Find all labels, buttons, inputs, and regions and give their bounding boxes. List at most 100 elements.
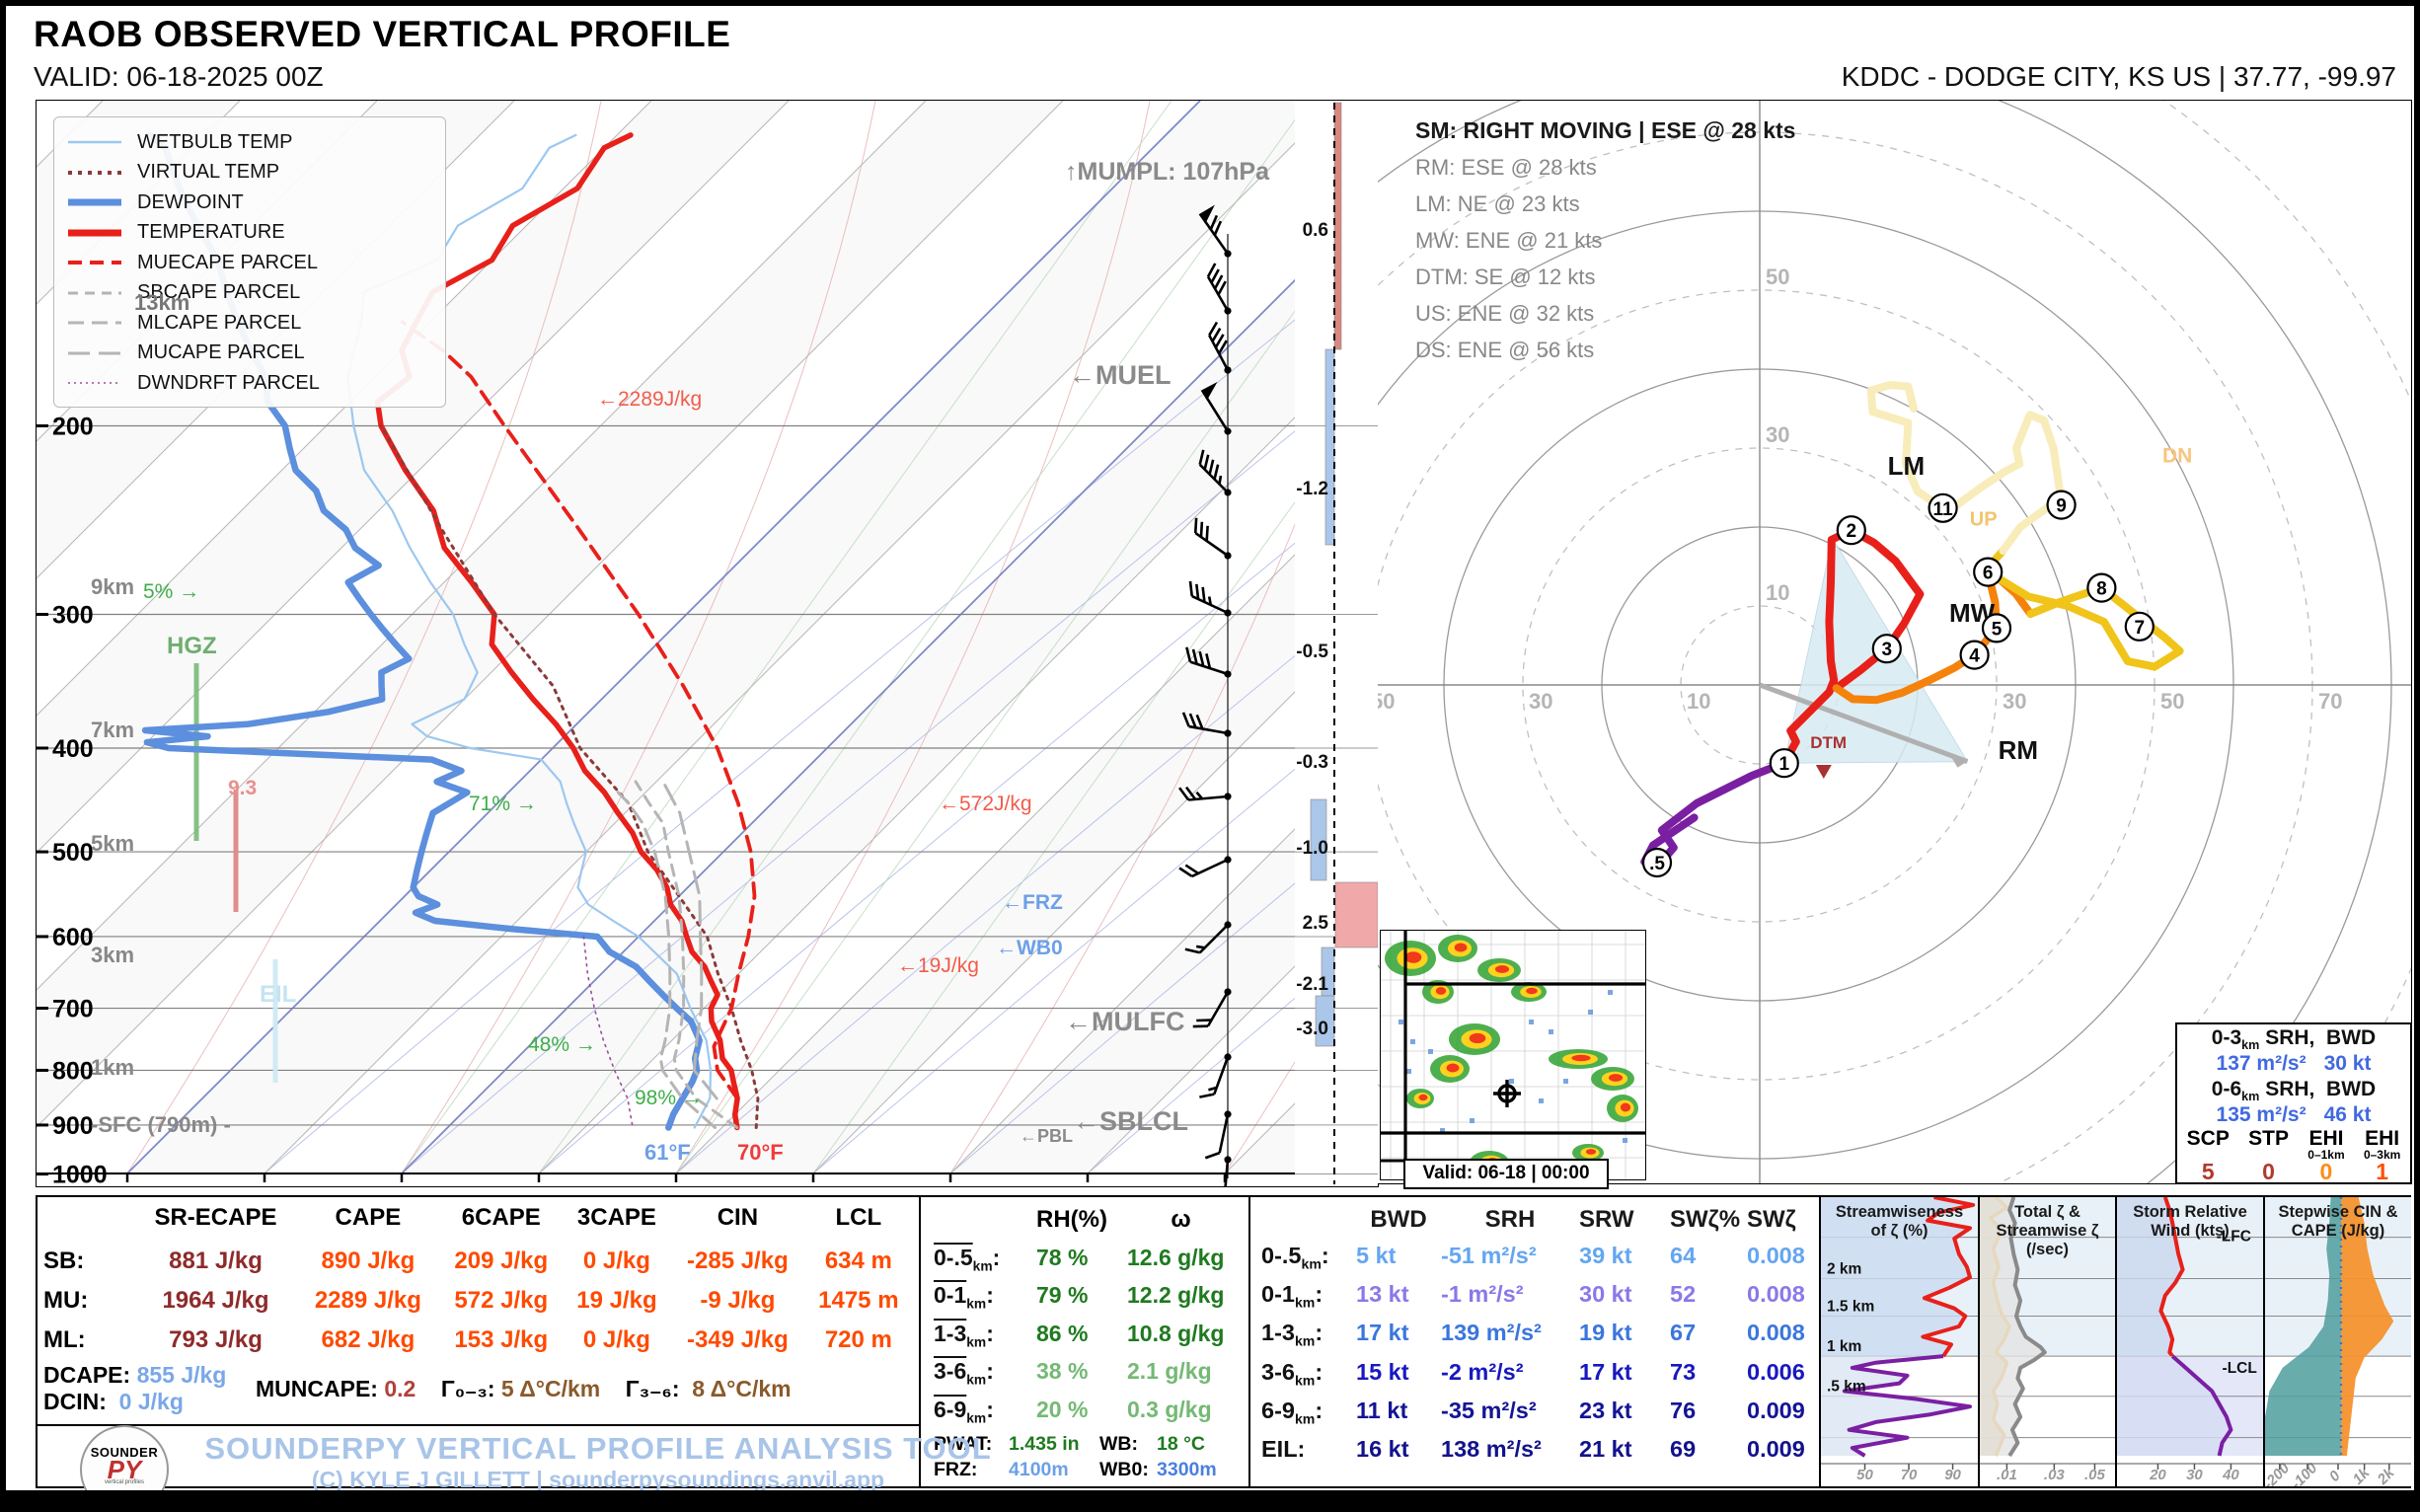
rh-row: 6-9km: 20 % 0.3 g/kg [934,1396,1212,1426]
svg-text:Streamwiseness: Streamwiseness [1836,1203,1963,1221]
svg-text:←2289J/kg: ←2289J/kg [597,388,702,411]
height-label-13km: 13km [134,290,190,315]
svg-text:20: 20 [2149,1467,2166,1483]
storm-motion-line: US: ENE @ 32 kts [1415,301,1595,326]
svg-text:50: 50 [1766,265,1789,289]
svg-text:Storm Relative: Storm Relative [2133,1203,2247,1221]
stepwise-cin-cape-plot: Stepwise CIN &CAPE (J/kg)-200-100 0 1k 2k [2265,1197,2411,1486]
svg-text:Total ζ &: Total ζ & [2014,1203,2080,1221]
rh-omega-table: RH(%) ω 0-.5km: 78 % 12.6 g/kg 0-1km: 79 % 12.2… [934,1206,1235,1481]
svg-text:Wind (kts): Wind (kts) [2151,1222,2230,1240]
svg-text:HGZ: HGZ [167,633,217,659]
composite-param: SCP 5 [2186,1127,2230,1185]
svg-text:-0.5: -0.5 [1296,642,1328,662]
svg-text:30: 30 [1529,689,1552,714]
svg-text:5km: 5km [91,831,134,856]
svg-text:←MULFC: ←MULFC [1065,1007,1184,1036]
svg-text:800: 800 [52,1057,94,1085]
svg-text:5: 5 [1992,619,2003,640]
logo-text-py: PY [107,1455,142,1484]
svg-text:-LFC: -LFC [2217,1229,2251,1246]
svg-text:40: 40 [938,1182,964,1186]
col-header: 6CAPE [461,1204,541,1231]
divider [36,1424,921,1426]
svg-text:300: 300 [52,601,94,629]
svg-text:50: 50 [2160,689,2184,714]
svg-text:.5: .5 [1649,854,1665,874]
svg-text:700: 700 [52,996,94,1023]
col-header: CAPE [335,1204,402,1231]
svg-text:48% →: 48% → [528,1033,596,1056]
rh-row: 3-6km: 38 % 2.1 g/kg [934,1358,1212,1388]
legend-label: MLCAPE PARCEL [137,311,302,334]
rh-row: 0-.5km: 78 % 12.6 g/kg [934,1244,1225,1274]
legend-item: MLCAPE PARCEL [66,308,433,339]
legend-label: DEWPOINT [137,190,244,213]
storm-motion-line: SM: RIGHT MOVING | ESE @ 28 kts [1415,117,1796,143]
svg-text:UP: UP [1970,508,1998,530]
svg-text:600: 600 [52,924,94,951]
storm-motion-line: RM: ESE @ 28 kts [1415,155,1597,180]
svg-text:8: 8 [2096,579,2107,600]
bottom-black-band [6,1490,2414,1506]
station-info: KDDC - DODGE CITY, KS US | 37.77, -99.97 [1841,61,2396,92]
svg-text:20: 20 [663,1182,690,1186]
srh-bwd-summary-box: 0-3km SRH, BWD 137 m²/s² 30 kt 0-6km SRH, B… [2175,1022,2412,1184]
svg-text:-20: -20 [111,1182,145,1186]
svg-text:EIL: EIL [260,981,296,1008]
svg-text:-SFC (790m) -: -SFC (790m) - [91,1112,231,1137]
svg-text:2: 2 [1847,521,1857,542]
footer-title: SOUNDERPY VERTICAL PROFILE ANALYSIS TOOL [204,1431,992,1466]
svg-text:-10: -10 [248,1182,282,1186]
col-header: CIN [717,1204,759,1231]
storm-motion-line: DTM: SE @ 12 kts [1415,265,1596,289]
svg-text:50: 50 [1856,1467,1873,1483]
svg-text:-1.2: -1.2 [1296,479,1328,499]
omega-column: 0.6 -1.2 -0.5 -0.3 -1.0 2.5 -2.1 -3.0 [1295,100,1379,1187]
svg-text:9km: 9km [91,574,134,599]
storm-motion-line: MW: ENE @ 21 kts [1415,228,1603,253]
svg-text:DN: DN [2162,444,2192,467]
svg-text:.01: .01 [1997,1467,2017,1483]
svg-text:←FRZ: ←FRZ [1002,891,1063,914]
srh-0-3-header: 0-3km SRH, BWD [2211,1026,2377,1053]
shear-row: 6-9km: 11 kt -35 m²/s² 23 kt 76 0.009 [1261,1397,1805,1427]
svg-text:7km: 7km [91,718,134,742]
rh-header: RH(%) ω [1036,1206,1191,1233]
omega-chart: 0.6 -1.2 -0.5 -0.3 -1.0 2.5 -2.1 -3.0 [1295,101,1378,1186]
page-title: RAOB OBSERVED VERTICAL PROFILE [34,14,731,54]
svg-text:70°F: 70°F [737,1140,784,1165]
rh-row: 0-1km: 79 % 12.2 g/kg [934,1282,1225,1312]
svg-text:11: 11 [1933,499,1954,520]
svg-text:7: 7 [2135,618,2146,639]
svg-text:40: 40 [2222,1467,2239,1483]
pwat-row: PWAT: 1.435 in WB: 18 °C [934,1432,1205,1455]
legend-label: VIRTUAL TEMP [137,161,280,184]
svg-text:400: 400 [52,735,94,763]
svg-text:10: 10 [526,1182,553,1186]
svg-text:Stepwise CIN &: Stepwise CIN & [2278,1203,2397,1221]
svg-text:.05: .05 [2084,1467,2106,1483]
svg-text:←19J/kg: ←19J/kg [897,954,979,977]
svg-text:10: 10 [1766,580,1789,605]
legend-item: SBCAPE PARCEL [66,278,433,309]
legend-label: DWNDRFT PARCEL [137,371,320,394]
srh-0-3-values: 137 m²/s² 30 kt [2216,1052,2372,1076]
svg-text:500: 500 [52,839,94,867]
table-row: ML: 793 J/kg 682 J/kg 153 J/kg 0 J/kg -349 J/… [43,1326,892,1353]
svg-text:←PBL: ←PBL [1020,1126,1073,1146]
shear-table: BWD SRH SRW SWζ% SWζ 0-.5km: 5 kt -51 m²/s² 39 k… [1261,1206,1810,1468]
col-header: 3CAPE [576,1204,656,1231]
svg-text:DTM: DTM [1810,733,1847,752]
scp-stp-ehi-row: SCP 5 STP 0 EHI 0–1km 0 EHI 0–3km 1 [2177,1127,2410,1185]
logo-text: SOUNDER [90,1445,159,1460]
svg-text:2 km: 2 km [1827,1261,1861,1278]
svg-text:61°F: 61°F [644,1140,691,1165]
shear-row: 0-.5km: 5 kt -51 m²/s² 39 kt 64 0.008 [1261,1242,1805,1272]
col-header: LCL [835,1204,882,1231]
svg-text:6: 6 [1983,564,1994,584]
svg-text:.03: .03 [2044,1467,2066,1483]
svg-text:10: 10 [1687,689,1710,714]
